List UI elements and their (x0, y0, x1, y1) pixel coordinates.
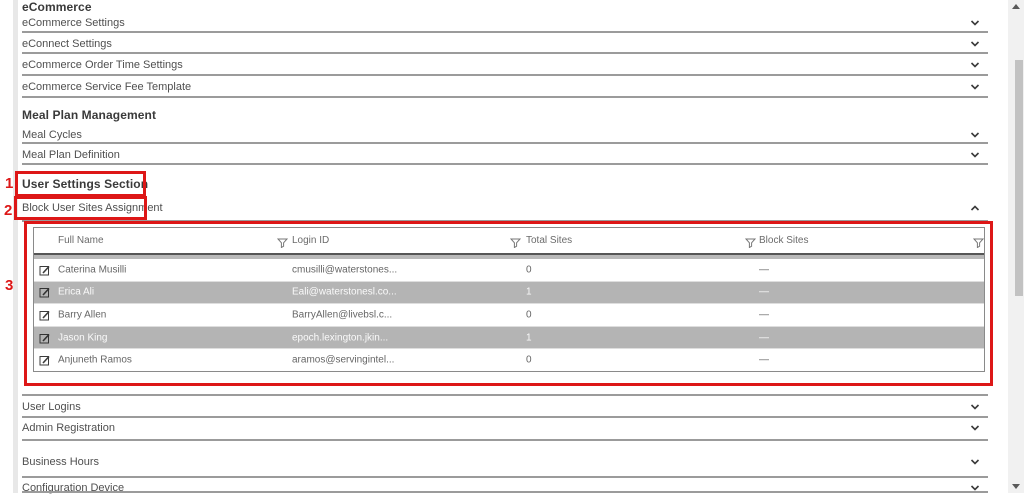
scroll-down-arrow-icon[interactable] (1012, 484, 1020, 489)
group-header-meal-plan-management: Meal Plan Management (22, 108, 157, 122)
grid-header-row: Full Name Login ID Total Sites Block Sit… (34, 228, 985, 255)
chevron-down-icon (970, 152, 980, 158)
divider (22, 31, 988, 33)
chevron-down-icon (970, 20, 980, 26)
cell-block-sites: — (759, 354, 769, 366)
divider (22, 74, 988, 76)
cell-total-sites: 1 (526, 286, 532, 298)
filter-icon[interactable] (276, 235, 289, 253)
accordion-item-label: eCommerce Service Fee Template (22, 81, 192, 93)
cell-full-name: Barry Allen (58, 309, 107, 321)
column-header-login-id[interactable]: Login ID (292, 235, 330, 246)
accordion-item-label: eCommerce Settings (22, 17, 125, 29)
chevron-down-icon (970, 404, 980, 410)
accordion-item-meal-cycles[interactable]: Meal Cycles (22, 125, 988, 145)
cell-login-id: Eali@waterstonesl.co... (292, 286, 397, 298)
chevron-down-icon (970, 425, 980, 431)
accordion-item-label: Admin Registration (22, 422, 115, 434)
cell-login-id: cmusilli@waterstones... (292, 264, 398, 276)
chevron-down-icon (970, 41, 980, 47)
divider (22, 142, 988, 144)
table-row[interactable]: Jason King epoch.lexington.jkin... 1 — (34, 326, 984, 350)
group-header-user-settings-section: User Settings Section (22, 177, 149, 191)
accordion-item-ecommerce-settings[interactable]: eCommerce Settings (22, 13, 988, 33)
edit-row-icon[interactable] (39, 286, 51, 298)
accordion-item-block-user-sites-assignment[interactable]: Block User Sites Assignment (22, 198, 988, 218)
filter-icon[interactable] (744, 235, 757, 253)
chevron-down-icon (970, 62, 980, 68)
cell-block-sites: — (759, 332, 769, 344)
chevron-down-icon (970, 459, 980, 465)
accordion-item-label: eCommerce Order Time Settings (22, 59, 183, 71)
column-header-full-name[interactable]: Full Name (58, 235, 104, 246)
accordion-item-meal-plan-definition[interactable]: Meal Plan Definition (22, 145, 988, 165)
cell-full-name: Jason King (58, 332, 108, 344)
accordion-item-user-logins[interactable]: User Logins (22, 397, 988, 417)
accordion-item-label: Meal Plan Definition (22, 149, 120, 161)
left-panel-edge (13, 0, 18, 493)
grid-header-band (34, 255, 984, 259)
accordion-item-label: Business Hours (22, 456, 100, 468)
table-row[interactable]: Anjuneth Ramos aramos@servingintel... 0 … (34, 349, 984, 371)
filter-icon[interactable] (509, 235, 522, 253)
cell-login-id: aramos@servingintel... (292, 354, 395, 366)
divider (22, 163, 988, 165)
cell-full-name: Erica Ali (58, 286, 95, 298)
accordion-item-label: User Logins (22, 401, 81, 413)
scrollbar-thumb[interactable] (1015, 60, 1023, 296)
edit-row-icon[interactable] (39, 354, 51, 366)
cell-full-name: Anjuneth Ramos (58, 354, 132, 366)
cell-total-sites: 1 (526, 332, 532, 344)
accordion-item-ecommerce-service-fee-template[interactable]: eCommerce Service Fee Template (22, 77, 988, 97)
divider (22, 52, 988, 54)
scroll-up-arrow-icon[interactable] (1012, 4, 1020, 9)
chevron-down-icon (970, 485, 980, 491)
group-header-ecommerce: eCommerce (22, 0, 92, 14)
column-header-total-sites[interactable]: Total Sites (526, 235, 573, 246)
accordion-item-label: eConnect Settings (22, 38, 112, 50)
cell-total-sites: 0 (526, 309, 532, 321)
table-row[interactable]: Barry Allen BarryAllen@livebsl.c... 0 — (34, 304, 984, 327)
accordion-item-econnect-settings[interactable]: eConnect Settings (22, 34, 988, 54)
edit-row-icon[interactable] (39, 264, 51, 276)
table-row[interactable]: Caterina Musilli cmusilli@waterstones...… (34, 259, 984, 282)
accordion-item-admin-registration[interactable]: Admin Registration (22, 418, 988, 438)
cell-block-sites: — (759, 264, 769, 276)
cell-block-sites: — (759, 286, 769, 298)
divider (22, 476, 988, 478)
column-header-block-sites[interactable]: Block Sites (759, 235, 809, 246)
edit-row-icon[interactable] (39, 309, 51, 321)
grid-body: Caterina Musilli cmusilli@waterstones...… (34, 259, 984, 371)
cell-total-sites: 0 (526, 264, 532, 276)
chevron-up-icon (970, 205, 980, 211)
accordion-item-configuration-device[interactable]: Configuration Device (22, 478, 988, 498)
accordion-item-label: Meal Cycles (22, 129, 82, 141)
cell-full-name: Caterina Musilli (58, 264, 127, 276)
chevron-down-icon (970, 84, 980, 90)
accordion-item-business-hours[interactable]: Business Hours (22, 452, 988, 472)
cell-block-sites: — (759, 309, 769, 321)
accordion-item-label: Block User Sites Assignment (22, 202, 163, 214)
table-row[interactable]: Erica Ali Eali@waterstonesl.co... 1 — (34, 281, 984, 305)
divider (22, 416, 988, 418)
cell-login-id: BarryAllen@livebsl.c... (292, 309, 393, 321)
block-user-sites-grid: Full Name Login ID Total Sites Block Sit… (33, 227, 985, 372)
divider (22, 491, 988, 493)
chevron-down-icon (970, 132, 980, 138)
accordion-item-ecommerce-order-time-settings[interactable]: eCommerce Order Time Settings (22, 55, 988, 75)
cell-total-sites: 0 (526, 354, 532, 366)
divider (22, 96, 988, 98)
divider (22, 394, 988, 396)
filter-icon[interactable] (972, 235, 985, 253)
cell-login-id: epoch.lexington.jkin... (292, 332, 389, 344)
divider (22, 220, 988, 222)
edit-row-icon[interactable] (39, 332, 51, 344)
divider (22, 439, 988, 441)
annotation-number-2: 2 (4, 202, 13, 219)
